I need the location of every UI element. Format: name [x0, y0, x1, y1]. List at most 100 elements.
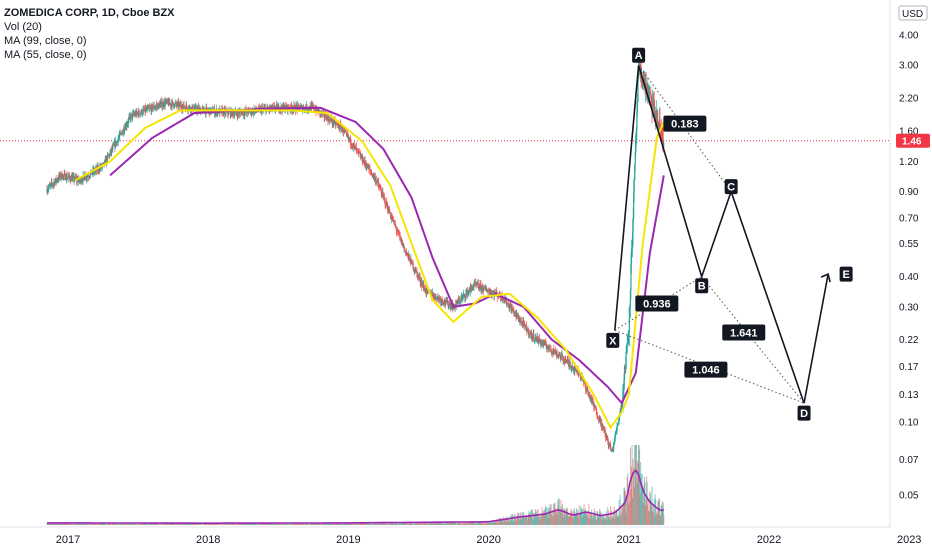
volume-bar	[96, 524, 98, 525]
candle-body	[553, 349, 555, 353]
volume-bar	[243, 523, 245, 525]
volume-bar	[168, 523, 170, 525]
volume-bar	[387, 524, 389, 525]
volume-bar	[155, 523, 157, 525]
volume-bar	[53, 523, 55, 525]
candle-body	[73, 176, 75, 181]
volume-bar	[364, 523, 366, 525]
volume-bar	[347, 523, 349, 525]
volume-bar	[264, 523, 266, 525]
candle-body	[128, 117, 130, 120]
candle-body	[516, 313, 518, 318]
volume-bar	[608, 518, 610, 525]
volume-bar	[268, 523, 270, 525]
volume-bar	[140, 523, 142, 525]
volume-bar	[313, 523, 315, 525]
ratio-label-box	[684, 361, 728, 378]
volume-bar	[121, 523, 123, 525]
candle-body	[162, 102, 165, 107]
candle-body	[560, 354, 562, 359]
candle-body	[172, 101, 174, 103]
volume-bar	[172, 523, 174, 525]
candle-body	[179, 103, 181, 107]
volume-bar	[628, 486, 630, 525]
volume-bar	[530, 514, 532, 525]
legend-title: ZOMEDICA CORP, 1D, Cboe BZX	[4, 7, 175, 19]
pattern-point-c: C	[727, 182, 735, 194]
volume-bar	[594, 510, 596, 525]
volume-bar	[223, 523, 225, 525]
volume-bar	[290, 523, 292, 525]
volume-bar	[338, 523, 340, 525]
volume-bar	[305, 523, 307, 525]
volume-bar	[380, 523, 382, 525]
candle-body	[525, 326, 527, 330]
price-tick-label: 0.55	[899, 239, 919, 250]
volume-bar	[134, 523, 136, 525]
candle-body	[444, 300, 446, 303]
volume-bar	[247, 523, 249, 525]
volume-bar	[468, 522, 470, 525]
volume-bar	[525, 515, 527, 525]
volume-bar	[596, 510, 598, 525]
volume-bar	[458, 523, 460, 525]
volume-bar	[589, 513, 591, 525]
candle-body	[152, 105, 154, 110]
volume-bar	[437, 523, 439, 525]
candle-body	[107, 155, 110, 157]
candle-body	[127, 119, 129, 124]
volume-bar	[265, 523, 267, 525]
candle-body	[471, 286, 473, 288]
volume-bar	[180, 524, 182, 525]
volume-bar	[460, 523, 462, 525]
volume-bar	[90, 524, 92, 525]
volume-bar	[450, 522, 452, 525]
volume-bar	[562, 508, 564, 525]
volume-bar	[277, 524, 279, 525]
volume-bar	[485, 521, 487, 525]
pattern-point-a: A	[635, 50, 643, 62]
candle-body	[482, 290, 484, 292]
volume-bar	[252, 523, 254, 525]
volume-bar	[556, 510, 558, 525]
volume-bar	[373, 522, 375, 525]
candle-body	[434, 295, 436, 298]
volume-bar	[592, 515, 594, 525]
price-tick-label: 0.05	[899, 491, 919, 502]
volume-bar	[590, 515, 592, 525]
volume-bar	[74, 522, 76, 525]
volume-bar	[502, 521, 504, 525]
volume-bar	[318, 523, 320, 525]
volume-bar	[498, 520, 500, 525]
volume-bar	[646, 481, 648, 525]
volume-bar	[613, 514, 615, 525]
volume-bar	[439, 523, 441, 525]
volume-bar	[384, 523, 386, 525]
candle-body	[324, 116, 326, 118]
volume-bar	[598, 516, 600, 525]
volume-bar	[102, 523, 104, 525]
volume-bar	[112, 523, 114, 525]
candle-body	[67, 176, 70, 178]
candle-body	[606, 435, 608, 440]
candle-body	[572, 368, 574, 370]
volume-bar	[488, 521, 490, 525]
volume-bar	[505, 516, 507, 525]
volume-bar	[542, 514, 544, 525]
volume-bar	[57, 524, 59, 525]
candle-body	[350, 144, 352, 146]
candle-body	[57, 179, 59, 181]
volume-bar	[291, 523, 293, 525]
volume-bar	[126, 524, 128, 525]
volume-bar	[383, 523, 385, 525]
volume-bar	[382, 523, 384, 525]
candle-body	[383, 197, 386, 199]
volume-ma-line	[47, 469, 664, 524]
volume-bar	[289, 524, 291, 525]
volume-bar	[395, 522, 397, 525]
volume-bar	[98, 524, 100, 525]
volume-bar	[430, 522, 432, 525]
volume-bar	[483, 523, 485, 525]
volume-bar	[353, 523, 355, 525]
